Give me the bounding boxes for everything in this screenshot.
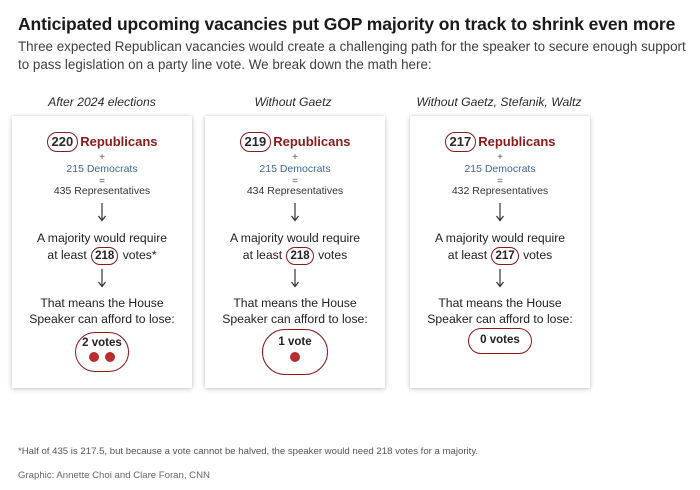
means-text-line1: That means the House xyxy=(40,296,164,310)
democrats-count: 215 Democrats xyxy=(66,163,138,175)
column-heading-without-gaetz-stefanik-waltz: Without Gaetz, Stefanik, Waltz xyxy=(416,95,582,109)
majority-text-line1: A majority would require xyxy=(434,231,566,245)
down-arrow-icon xyxy=(98,203,106,222)
republicans-count: 217 xyxy=(444,132,477,152)
equals-sign: = xyxy=(497,176,503,187)
total-representatives: 432 Representatives xyxy=(451,185,549,197)
republicans-line: 220 Republicans xyxy=(12,132,192,152)
majority-suffix: votes* xyxy=(122,248,157,262)
republicans-label: Republicans xyxy=(478,134,556,149)
means-text-line1: That means the House xyxy=(438,296,562,310)
card-without-gaetz: 219 Republicans + 215 Democrats = 434 Rep… xyxy=(205,116,385,388)
majority-votes-circled: 218 xyxy=(91,247,119,265)
total-representatives: 434 Representatives xyxy=(246,185,344,197)
footnote: *Half of 435 is 217.5, but because a vot… xyxy=(18,446,479,457)
majority-prefix: at least xyxy=(447,248,488,262)
majority-text-line1: A majority would require xyxy=(36,231,168,245)
votes-to-lose-badge: 0 votes xyxy=(468,328,532,354)
vote-dot xyxy=(290,352,300,362)
down-arrow-icon xyxy=(496,203,504,222)
means-text-line2: Speaker can afford to lose: xyxy=(222,312,368,326)
total-representatives: 435 Representatives xyxy=(53,185,151,197)
down-arrow-icon xyxy=(98,269,106,288)
votes-to-lose-badge: 1 vote xyxy=(262,329,328,375)
republicans-label: Republicans xyxy=(80,134,158,149)
column-heading-without-gaetz: Without Gaetz xyxy=(254,95,332,109)
plus-sign: + xyxy=(497,152,503,163)
down-arrow-icon xyxy=(291,269,299,288)
majority-text-line2: at least 218 votes* xyxy=(12,247,192,265)
plus-sign: + xyxy=(99,152,105,163)
democrats-count: 215 Democrats xyxy=(259,163,331,175)
democrats-count: 215 Democrats xyxy=(464,163,536,175)
votes-to-lose-label: 2 votes xyxy=(82,337,122,349)
majority-votes-circled: 218 xyxy=(286,247,314,265)
majority-prefix: at least xyxy=(242,248,283,262)
down-arrow-icon xyxy=(291,203,299,222)
majority-suffix: votes xyxy=(523,248,553,262)
majority-prefix: at least xyxy=(47,248,87,262)
means-text-line2: Speaker can afford to lose: xyxy=(427,312,573,326)
card-after-2024: 220 Republicans + 215 Democrats = 435 Rep… xyxy=(12,116,192,388)
page-subtitle: Three expected Republican vacancies woul… xyxy=(18,39,686,72)
column-heading-after-2024: After 2024 elections xyxy=(48,95,156,109)
republicans-line: 217 Republicans xyxy=(410,132,590,152)
equals-sign: = xyxy=(292,176,298,187)
majority-text-line1: A majority would require xyxy=(229,231,361,245)
republicans-line: 219 Republicans xyxy=(205,132,385,152)
votes-to-lose-label: 1 vote xyxy=(278,336,312,348)
down-arrow-icon xyxy=(496,269,504,288)
equals-sign: = xyxy=(99,176,105,187)
republicans-count: 220 xyxy=(46,132,79,152)
republicans-count: 219 xyxy=(239,132,272,152)
plus-sign: + xyxy=(292,152,298,163)
means-text-line1: That means the House xyxy=(233,296,357,310)
majority-suffix: votes xyxy=(318,248,348,262)
votes-to-lose-label: 0 votes xyxy=(480,334,520,346)
republicans-label: Republicans xyxy=(273,134,351,149)
majority-text-line2: at least 218 votes xyxy=(205,247,385,265)
vote-dot xyxy=(105,352,115,362)
means-text-line2: Speaker can afford to lose: xyxy=(29,312,175,326)
votes-to-lose-badge: 2 votes xyxy=(75,332,129,372)
card-without-gaetz-stefanik-waltz: 217 Republicans + 215 Democrats = 432 Rep… xyxy=(410,116,590,388)
vote-dot xyxy=(89,352,99,362)
graphic-credit: Graphic: Annette Choi and Clare Foran, C… xyxy=(18,470,210,481)
page-title: Anticipated upcoming vacancies put GOP m… xyxy=(18,14,676,34)
majority-votes-circled: 217 xyxy=(491,247,519,265)
majority-text-line2: at least 217 votes xyxy=(410,247,590,265)
